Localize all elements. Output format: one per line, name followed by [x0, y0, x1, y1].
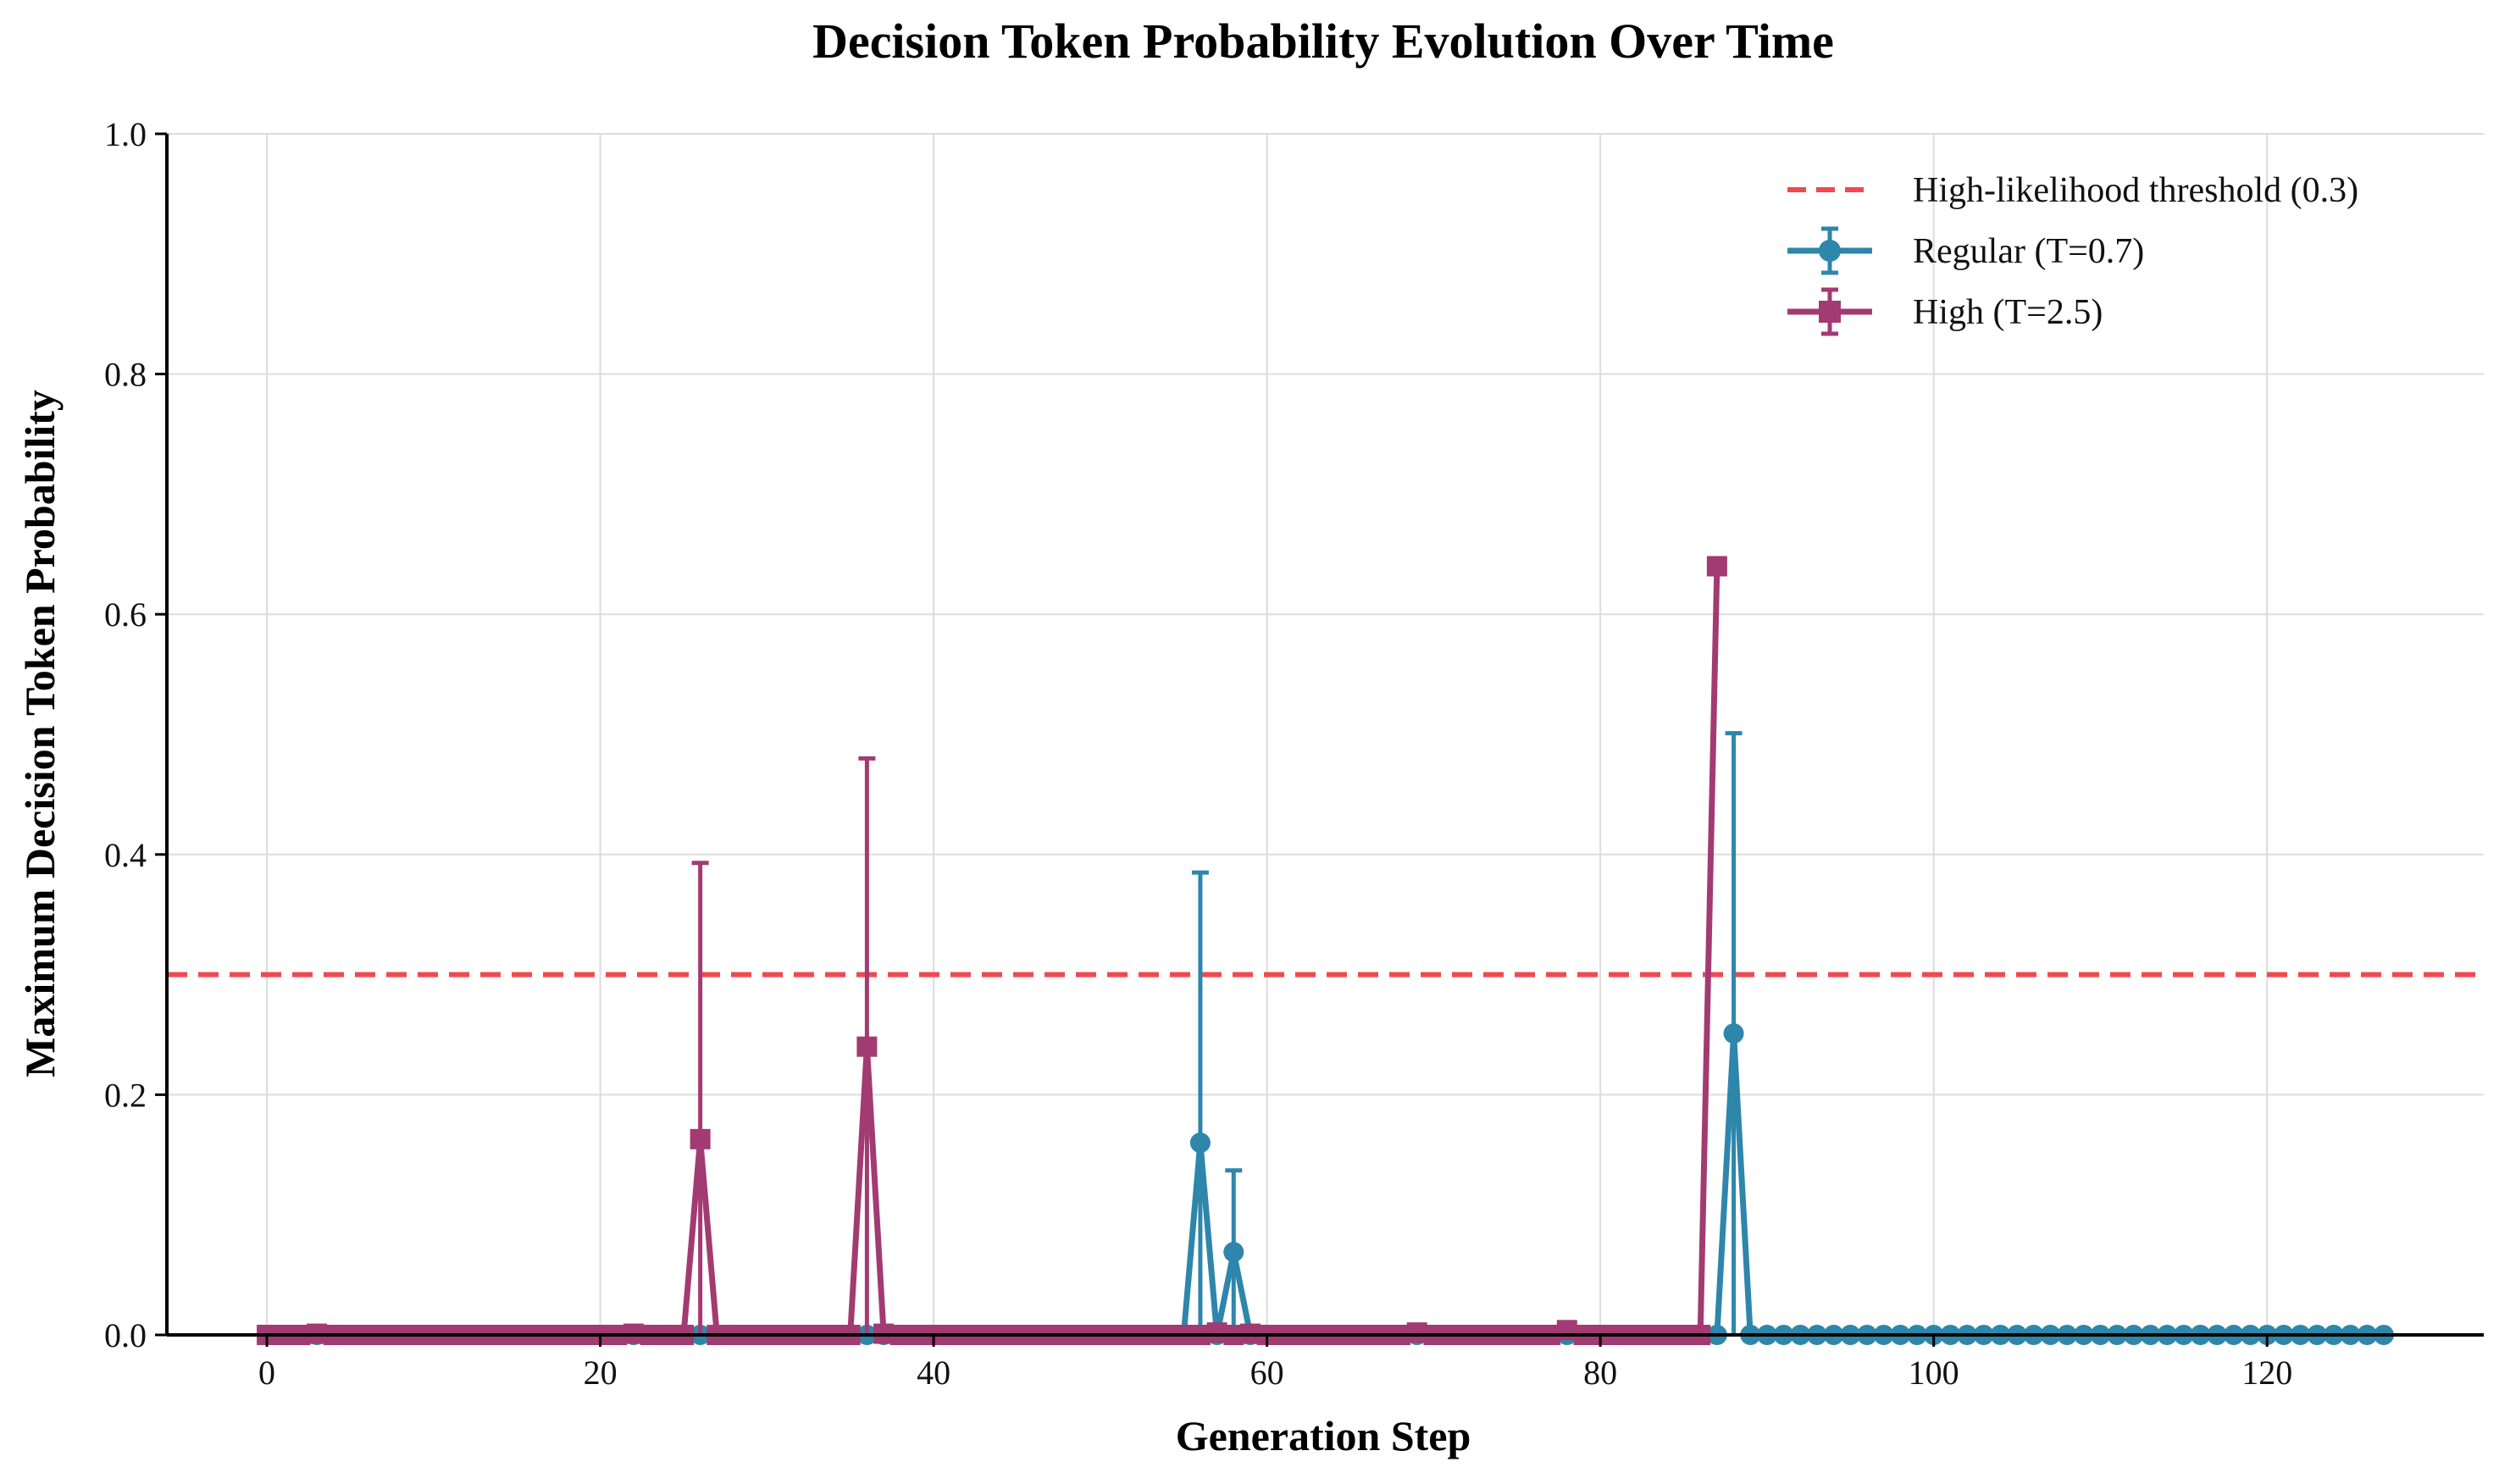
data-point	[1706, 556, 1727, 577]
series-high	[257, 556, 1727, 1345]
x-tick-label: 120	[2241, 1354, 2292, 1392]
data-point	[856, 1036, 878, 1057]
x-tick-label: 80	[1583, 1354, 1617, 1392]
data-point	[1723, 1023, 1744, 1044]
grid-lines	[167, 133, 2484, 1336]
y-tick-label: 0.6	[104, 595, 147, 634]
data-point	[690, 1128, 711, 1149]
series-regular	[257, 731, 2394, 1345]
x-tick-label: 20	[584, 1354, 618, 1392]
axes	[155, 132, 2484, 1347]
data-point	[1223, 1242, 1244, 1263]
data-point	[1189, 1132, 1211, 1154]
legend: High-likelihood threshold (0.3) Regular …	[1787, 171, 2358, 336]
series-line	[267, 566, 1720, 1338]
legend-high-label: High (T=2.5)	[1913, 293, 2103, 332]
legend-regular-label: Regular (T=0.7)	[1913, 232, 2144, 271]
x-tick-label: 40	[917, 1354, 950, 1392]
x-tick-label: 0	[258, 1354, 275, 1392]
legend-high-swatch	[1787, 287, 1872, 336]
legend-regular-swatch	[1787, 226, 1872, 275]
legend-threshold-label: High-likelihood threshold (0.3)	[1913, 171, 2358, 210]
x-tick-label: 60	[1250, 1354, 1284, 1392]
y-axis-label: Maximum Decision Token Probability	[16, 390, 64, 1077]
y-tick-label: 1.0	[104, 115, 147, 153]
chart-title: Decision Token Probability Evolution Ove…	[812, 14, 1834, 69]
y-tick-label: 0.2	[104, 1076, 147, 1114]
series-group	[257, 556, 2394, 1345]
series-line	[267, 1030, 2384, 1338]
legend-marker	[1819, 301, 1841, 323]
tick-labels: 0 20 40 60 80 100 120 0.0 0.2 0.4 0.6 0.8 1.0	[104, 115, 2292, 1392]
y-tick-label: 0.8	[104, 356, 147, 394]
legend-marker	[1819, 240, 1841, 262]
x-axis-label: Generation Step	[1176, 1412, 1471, 1459]
y-tick-label: 0.0	[104, 1316, 147, 1354]
y-tick-label: 0.4	[104, 836, 147, 874]
x-tick-label: 100	[1909, 1354, 1959, 1392]
